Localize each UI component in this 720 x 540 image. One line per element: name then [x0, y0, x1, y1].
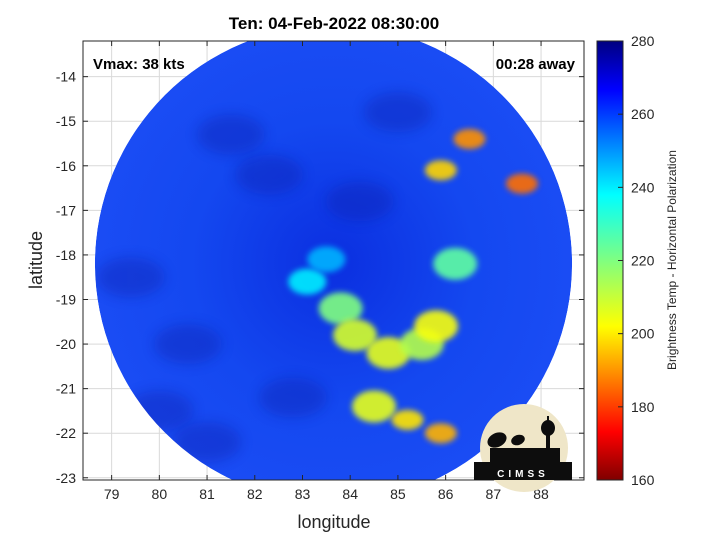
swath-dark-bands — [96, 92, 432, 463]
plot-area: 79 80 81 82 83 84 85 86 87 88 -14-15-16-17-18-19-… — [56, 40, 585, 502]
colorbar-tick-label: 200 — [631, 326, 655, 342]
logo-tower-leg — [546, 432, 550, 462]
x-tick-label: 81 — [199, 486, 215, 502]
x-tick-label: 84 — [342, 486, 358, 502]
y-tick-label: -15 — [56, 113, 76, 129]
colorbar-tick-label: 260 — [631, 106, 655, 122]
y-tick-label: -23 — [56, 470, 76, 486]
swath-feature — [391, 409, 424, 430]
swath-feature — [414, 310, 459, 343]
x-axis-label: longitude — [297, 512, 370, 532]
swath-dark-patch — [258, 377, 327, 418]
x-tick-label: 82 — [247, 486, 263, 502]
x-tick-label: 79 — [104, 486, 120, 502]
logo-text: CIMSS — [497, 469, 549, 480]
swath-feature — [433, 247, 478, 280]
swath-dark-patch — [96, 257, 165, 298]
swath-feature — [307, 246, 346, 273]
logo-water-tank — [541, 420, 555, 436]
colorbar: 160 180 200 220 240 260 280 Brightness Temp - … — [596, 33, 679, 488]
swath-feature — [318, 292, 363, 325]
y-axis-ticks: -14 -15 -16 -17 -18 -19 -20 -21 -22 -23 — [56, 69, 584, 486]
logo-dish-large — [487, 432, 507, 448]
y-tick-label: -16 — [56, 158, 76, 174]
colorbar-label: Brightness Temp - Horizontal Polarizatio… — [665, 150, 679, 370]
logo-building — [490, 448, 560, 464]
swath-dark-patch — [196, 114, 265, 155]
y-tick-label: -19 — [56, 291, 76, 307]
swath-features — [288, 129, 538, 444]
swath-feature — [332, 319, 377, 352]
swath-dark-patch — [325, 181, 394, 222]
swath-dark-patch — [173, 422, 242, 463]
swath-feature — [366, 336, 411, 369]
logo-tower-top — [547, 416, 549, 422]
swath-feature — [505, 173, 538, 194]
x-axis-ticks: 79 80 81 82 83 84 85 86 87 88 — [104, 41, 549, 502]
swath-dark-patch — [235, 154, 304, 195]
colorbar-ticks: 160 180 200 220 240 260 280 — [618, 33, 655, 488]
swath-feature — [352, 390, 397, 423]
swath-feature — [424, 160, 457, 181]
x-tick-label: 88 — [533, 486, 549, 502]
y-tick-label: -14 — [56, 69, 76, 85]
y-tick-label: -17 — [56, 202, 76, 218]
colorbar-tick-label: 180 — [631, 399, 655, 415]
vmax-annotation: Vmax: 38 kts — [93, 56, 185, 73]
swath-feature — [424, 423, 457, 444]
y-tick-label: -21 — [56, 381, 76, 397]
colorbar-tick-label: 280 — [631, 33, 655, 49]
x-tick-label: 80 — [152, 486, 168, 502]
x-tick-label: 83 — [295, 486, 311, 502]
y-tick-label: -22 — [56, 425, 76, 441]
logo-dish-small — [511, 434, 525, 446]
cimss-logo: CIMSS — [474, 404, 572, 492]
swath-feature — [288, 268, 327, 295]
colorbar-tick-label: 240 — [631, 179, 655, 195]
chart-title: Ten: 04-Feb-2022 08:30:00 — [229, 14, 439, 33]
y-tick-label: -20 — [56, 336, 76, 352]
swath-dark-patch — [363, 92, 432, 133]
swath-feature — [453, 129, 486, 150]
colorbar-tick-label: 220 — [631, 253, 655, 269]
swath-dark-patch — [153, 324, 222, 365]
x-tick-label: 86 — [438, 486, 454, 502]
x-tick-label: 85 — [390, 486, 406, 502]
plot-frame — [82, 40, 585, 481]
x-tick-label: 87 — [486, 486, 502, 502]
y-tick-label: -18 — [56, 247, 76, 263]
logo-base — [474, 462, 572, 480]
colorbar-tick-label: 160 — [631, 472, 655, 488]
away-annotation: 00:28 away — [496, 56, 576, 73]
y-axis-label: latitude — [26, 231, 46, 289]
brightness-swath — [94, 41, 573, 480]
